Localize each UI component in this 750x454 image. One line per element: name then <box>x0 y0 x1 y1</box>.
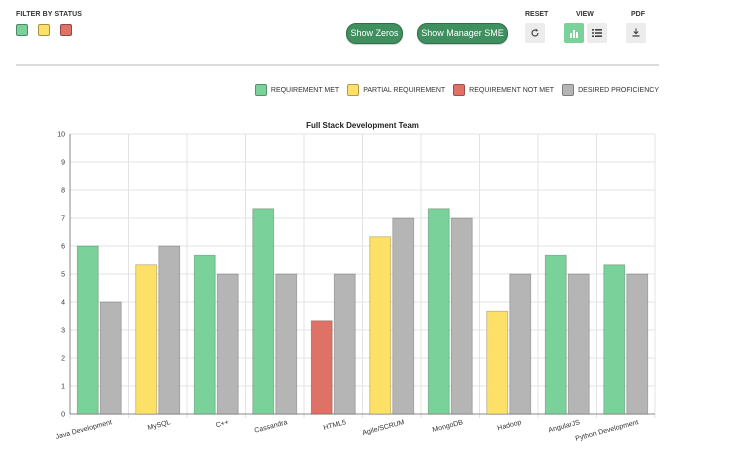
view-chart-button[interactable] <box>564 23 584 43</box>
y-tick-label: 2 <box>61 356 65 363</box>
bar-actual <box>135 264 158 415</box>
legend-swatch <box>347 84 360 96</box>
list-icon <box>592 29 602 37</box>
bar-actual <box>310 320 333 415</box>
bar-desired <box>158 245 181 415</box>
legend-swatch <box>562 84 575 96</box>
y-tick-label: 3 <box>61 328 65 335</box>
bar-desired <box>333 273 356 415</box>
show-zeros-button[interactable]: Show Zeros <box>346 23 403 44</box>
pdf-button[interactable] <box>626 23 646 43</box>
filter-requirement-not-met[interactable] <box>60 24 72 36</box>
legend-item-requirement-not-met[interactable]: REQUIREMENT NOT MET <box>453 84 554 96</box>
legend-item-requirement-met[interactable]: REQUIREMENT MET <box>254 84 340 96</box>
bar-actual <box>427 208 450 415</box>
y-tick-label: 10 <box>57 132 65 139</box>
x-tick-label: Java Development <box>55 419 113 441</box>
legend-swatch <box>453 84 466 96</box>
bar-desired <box>567 273 590 415</box>
bar-desired <box>626 273 649 415</box>
header-divider <box>16 64 659 66</box>
bar-desired <box>216 273 239 415</box>
bar-actual <box>544 254 567 415</box>
bar-actual <box>486 310 509 415</box>
view-list-button[interactable] <box>587 23 607 43</box>
bar-actual <box>193 254 216 415</box>
status-filter-group <box>16 24 72 36</box>
filter-by-status-label: FILTER BY STATUS <box>16 11 83 18</box>
x-tick-label: Cassandra <box>254 419 289 435</box>
show-manager-sme-button[interactable]: Show Manager SME <box>417 23 508 44</box>
bar-actual <box>369 236 392 415</box>
y-tick-label: 1 <box>61 384 65 391</box>
bar-desired <box>275 273 298 415</box>
refresh-icon <box>531 28 539 37</box>
filter-requirement-met[interactable] <box>16 24 28 36</box>
x-tick-label: MongoDB <box>432 419 464 434</box>
bar-chart-icon <box>570 30 578 38</box>
y-tick-label: 6 <box>61 244 65 251</box>
legend-label: PARTIAL REQUIREMENT <box>363 86 446 94</box>
filter-partial-requirement[interactable] <box>38 24 50 36</box>
y-tick-label: 5 <box>61 272 65 279</box>
chart-legend: REQUIREMENT MET PARTIAL REQUIREMENT REQU… <box>247 84 659 96</box>
x-tick-label: HTML5 <box>323 419 347 432</box>
bar-desired <box>392 217 415 415</box>
legend-swatch <box>254 84 267 96</box>
view-label: VIEW <box>576 11 594 18</box>
x-tick-label: Agile/SCRUM <box>362 419 406 437</box>
legend-label: DESIRED PROFICIENCY <box>578 86 659 94</box>
y-tick-label: 0 <box>61 412 65 419</box>
download-icon <box>632 28 640 37</box>
legend-label: REQUIREMENT MET <box>270 86 340 94</box>
x-tick-label: Hadoop <box>497 419 523 432</box>
bar-desired <box>509 273 532 415</box>
pdf-label: PDF <box>631 11 645 18</box>
reset-label: RESET <box>525 11 549 18</box>
bar-actual <box>252 208 275 415</box>
bar-desired <box>99 301 122 415</box>
reset-button[interactable] <box>525 23 545 43</box>
legend-item-desired-proficiency[interactable]: DESIRED PROFICIENCY <box>562 84 659 96</box>
y-tick-label: 9 <box>61 160 65 167</box>
x-tick-label: Python Development <box>575 419 640 443</box>
y-tick-label: 8 <box>61 188 65 195</box>
bar-actual <box>603 264 626 415</box>
chart-title: Full Stack Development Team <box>306 121 419 130</box>
legend-label: REQUIREMENT NOT MET <box>469 86 555 94</box>
legend-item-partial-requirement[interactable]: PARTIAL REQUIREMENT <box>347 84 445 96</box>
y-tick-label: 7 <box>61 216 65 223</box>
bar-desired <box>450 217 473 415</box>
x-tick-label: MySQL <box>147 419 171 432</box>
y-tick-label: 4 <box>61 300 65 307</box>
x-tick-label: C++ <box>215 419 230 429</box>
bar-actual <box>76 245 99 415</box>
x-tick-label: AngularJS <box>548 419 581 434</box>
